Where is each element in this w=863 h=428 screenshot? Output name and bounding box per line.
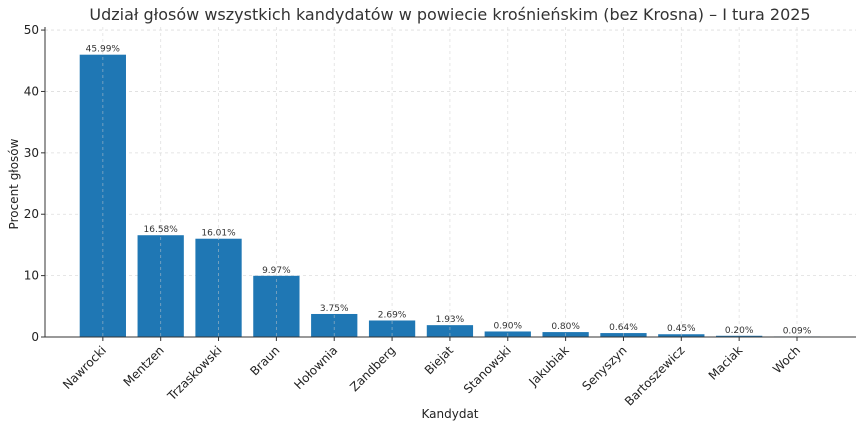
data-label: 3.75%: [320, 304, 349, 314]
data-label: 0.90%: [493, 321, 522, 331]
bar-Maciak: [716, 335, 763, 337]
data-label: 0.20%: [725, 326, 754, 336]
vertical-grid: [102, 27, 798, 337]
x-tick-label: Biejat: [422, 343, 456, 377]
data-label: 45.99%: [86, 45, 121, 55]
x-tick-label: Bartoszewicz: [622, 343, 687, 408]
data-label: 0.45%: [667, 324, 696, 334]
data-label: 2.69%: [378, 310, 407, 320]
x-tick-label: Trzaskowski: [164, 343, 225, 404]
y-tick-label: 20: [24, 207, 39, 221]
data-label: 9.97%: [262, 266, 291, 276]
y-axis-label: Procent głosów: [7, 138, 21, 229]
x-tick-label: Zandberg: [347, 343, 398, 394]
data-label: 16.58%: [144, 225, 179, 235]
x-tick-label: Braun: [247, 343, 282, 378]
x-tick-label: Stanowski: [461, 343, 514, 396]
y-tick-label: 40: [24, 84, 39, 98]
data-labels: 45.99% 16.58% 16.01% 9.97% 3.75% 2.69% 1.93% 0.…: [86, 45, 812, 337]
x-tick-label: Maciak: [706, 343, 746, 383]
x-tick-label: Mentzen: [121, 343, 167, 389]
y-tick-label: 30: [24, 146, 39, 160]
x-tick-label: Woch: [770, 343, 803, 376]
y-tick-label: 50: [24, 23, 39, 37]
data-label: 16.01%: [201, 229, 236, 239]
y-tick-label: 10: [24, 269, 39, 283]
data-label: 0.64%: [609, 323, 638, 333]
x-tick-label: Hołownia: [291, 343, 340, 392]
data-label: 0.80%: [551, 322, 580, 332]
chart-title: Udział głosów wszystkich kandydatów w po…: [89, 5, 810, 24]
bar-Biejat: [426, 325, 474, 337]
x-tick-label: Nawrocki: [60, 343, 109, 392]
x-tick-label: Senyszyn: [579, 343, 629, 393]
x-axis-label: Kandydat: [421, 407, 478, 421]
y-tick-label: 0: [31, 330, 39, 344]
x-tick-label: Jakubiak: [526, 343, 572, 389]
data-label: 1.93%: [436, 315, 465, 325]
bar-Hołownia: [311, 313, 358, 337]
data-label: 0.09%: [783, 326, 812, 336]
